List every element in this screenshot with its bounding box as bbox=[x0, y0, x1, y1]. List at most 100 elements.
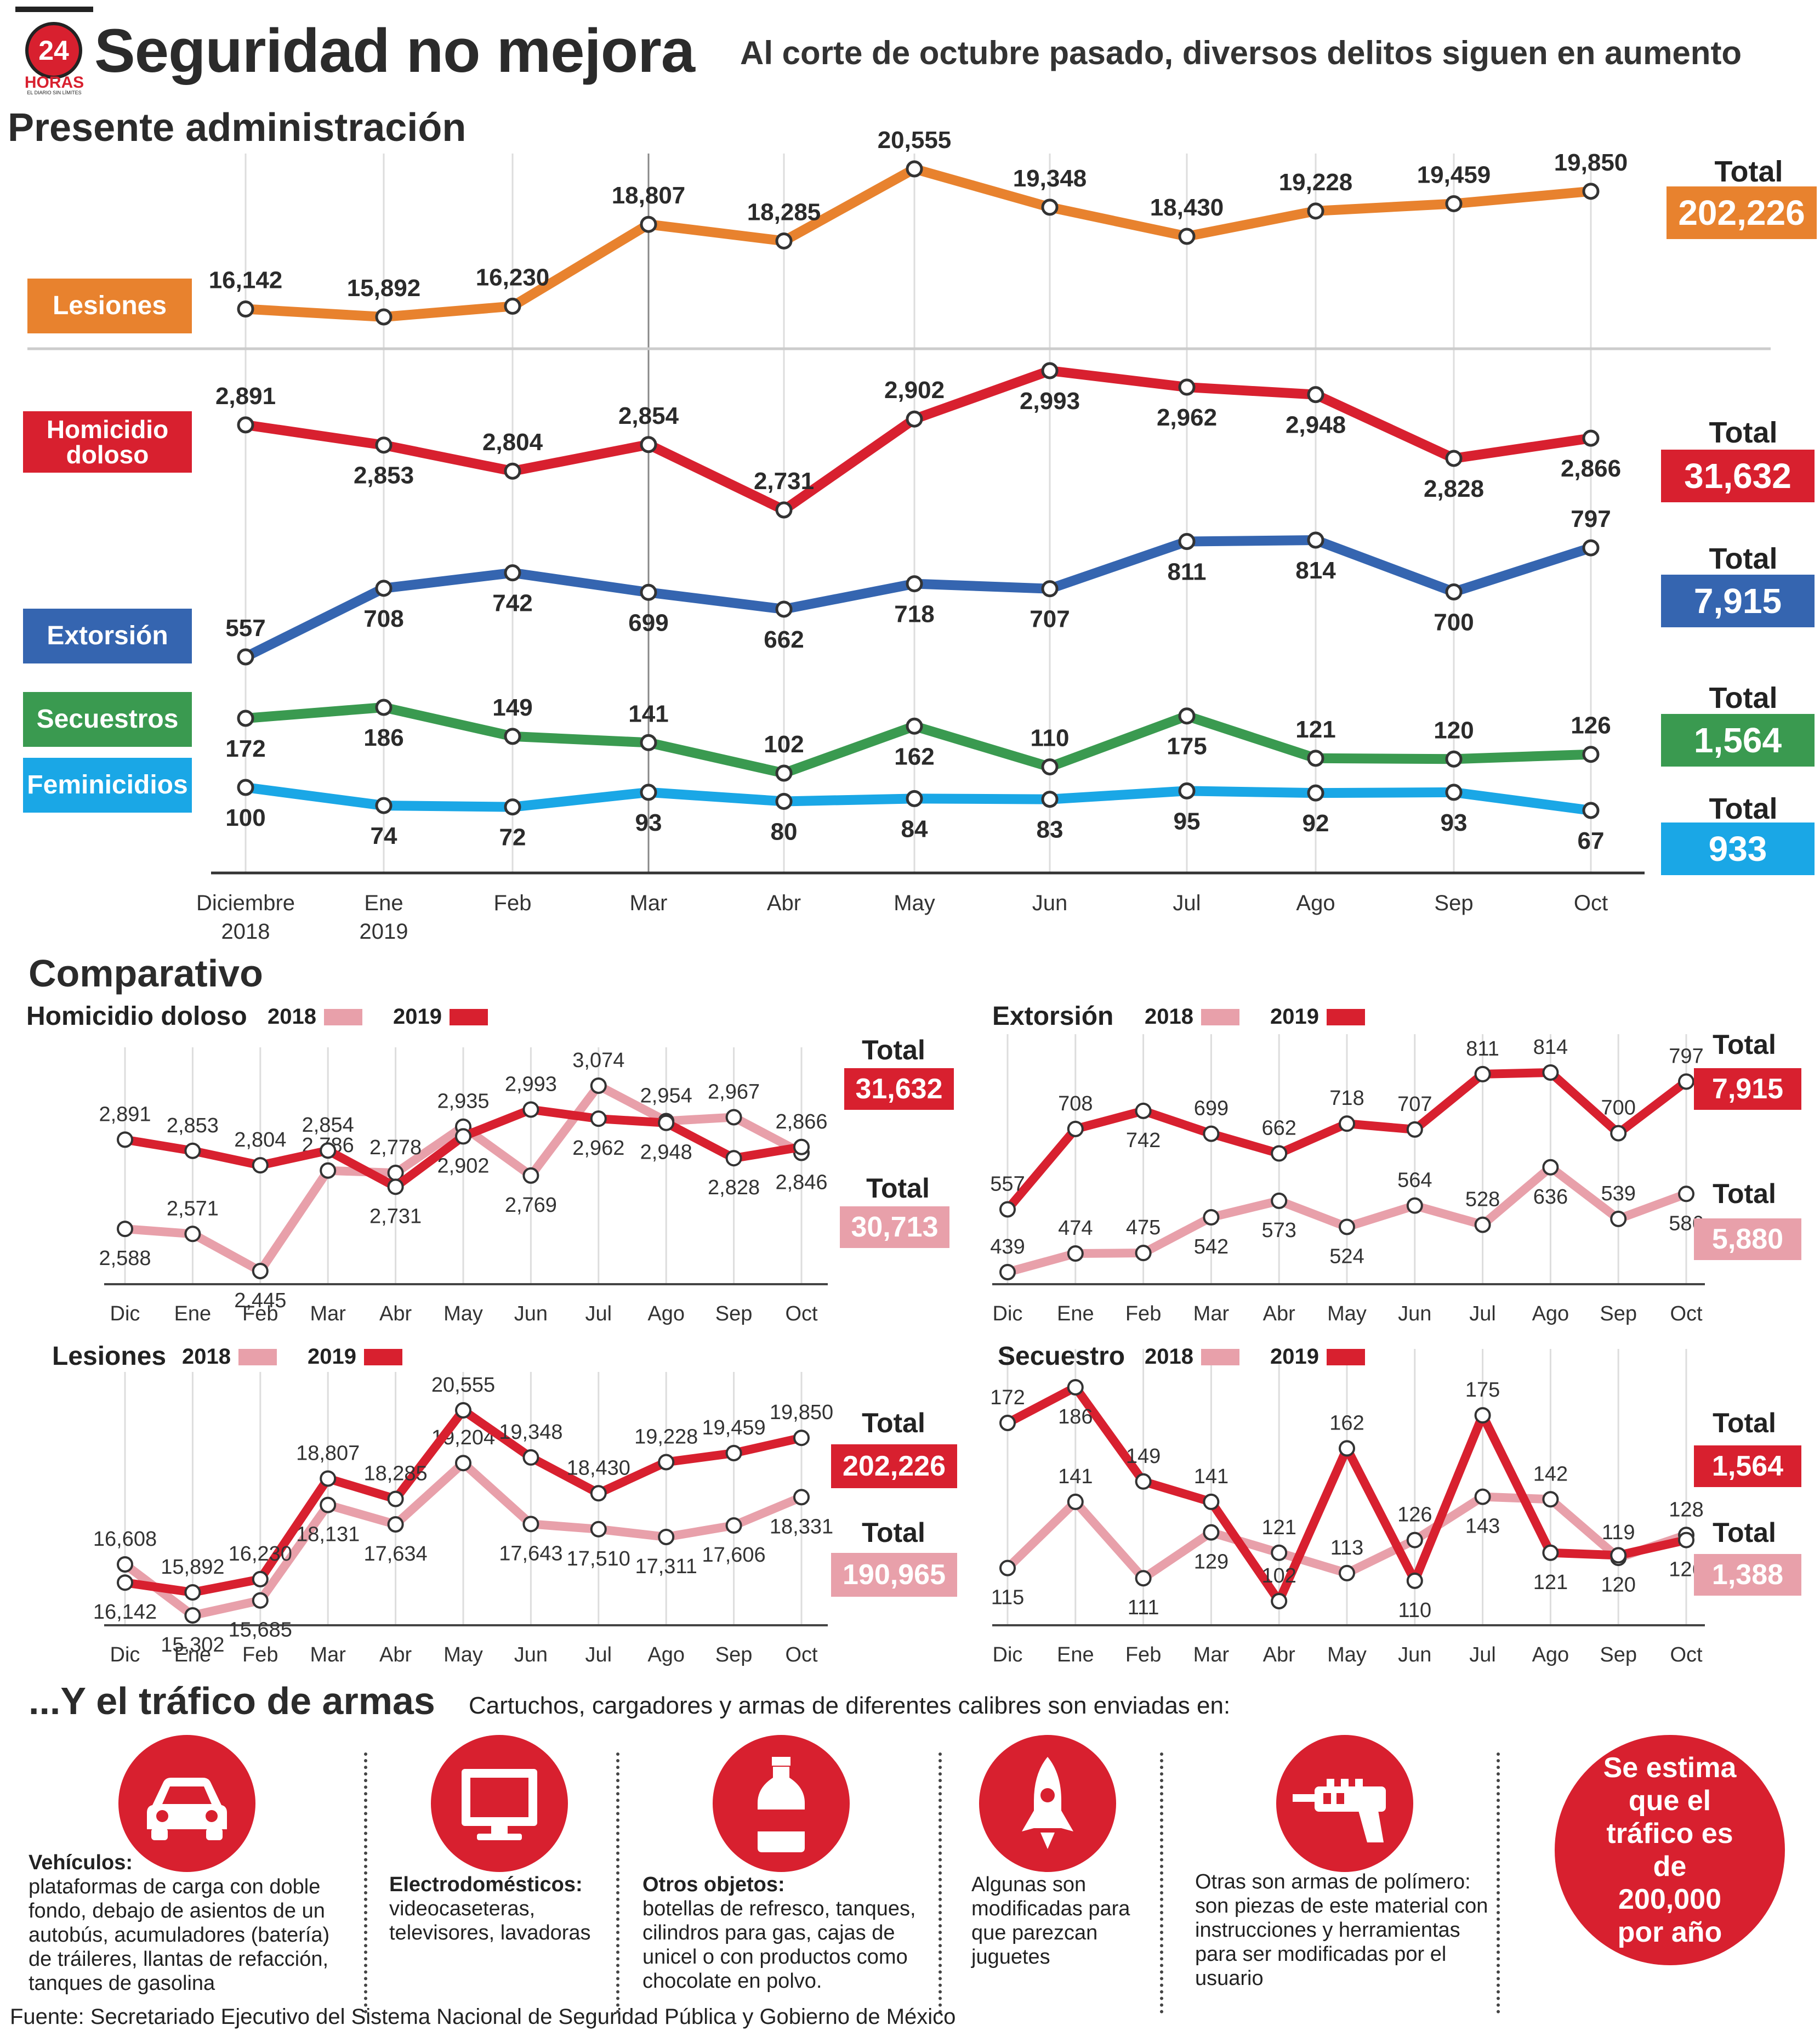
cmp-tick-lesiones: Feb bbox=[242, 1643, 278, 1666]
cmp-label-lesiones-2018: 17,634 bbox=[363, 1542, 427, 1565]
cmp-point-homicidio-2019 bbox=[387, 1178, 404, 1195]
cmp-label-secuestro-2019: 149 bbox=[1126, 1445, 1161, 1468]
logo-top-bar bbox=[15, 7, 93, 12]
total-caption-feminicidios: Total bbox=[1709, 792, 1778, 825]
legend-2019-label: 2019 bbox=[1270, 1345, 1319, 1369]
data-label-lesiones: 19,850 bbox=[1554, 149, 1628, 176]
data-point-secuestros bbox=[1178, 707, 1196, 725]
cmp-point-extorsion-2018 bbox=[1678, 1186, 1694, 1202]
cmp-total-caption-homicidio-2018: Total bbox=[866, 1173, 930, 1204]
cmp-label-homicidio-2019: 2,902 bbox=[437, 1154, 489, 1177]
x-tick-label: Jul bbox=[1173, 891, 1201, 915]
cmp-point-homicidio-2018 bbox=[252, 1263, 269, 1279]
cmp-label-extorsion-2019: 700 bbox=[1601, 1097, 1635, 1120]
cmp-tick-lesiones: Sep bbox=[715, 1643, 753, 1666]
cmp-label-homicidio-2019: 2,866 bbox=[775, 1110, 827, 1133]
cmp-point-homicidio-2019 bbox=[725, 1150, 742, 1167]
data-point-lesiones bbox=[640, 215, 657, 233]
cmp-label-lesiones-2019: 19,228 bbox=[634, 1425, 698, 1448]
cmp-tick-homicidio: Abr bbox=[379, 1302, 412, 1325]
data-point-extorsion bbox=[504, 564, 521, 582]
cmp-point-homicidio-2019 bbox=[252, 1157, 269, 1174]
cmp-label-homicidio-2018: 2,445 bbox=[234, 1289, 286, 1312]
data-point-homicidio bbox=[775, 501, 793, 519]
x-tick-label: Sep bbox=[1434, 891, 1473, 915]
cmp-point-lesiones-2018 bbox=[387, 1516, 404, 1533]
data-point-lesiones bbox=[1582, 183, 1600, 200]
data-label-homicidio: 2,948 bbox=[1286, 412, 1346, 439]
cmp-label-secuestro-2018: 143 bbox=[1465, 1515, 1500, 1538]
data-label-feminicidios: 80 bbox=[771, 818, 798, 845]
data-point-lesiones bbox=[1445, 195, 1463, 212]
cmp-point-secuestro-2019 bbox=[1474, 1407, 1491, 1424]
cmp-point-lesiones-2019 bbox=[320, 1470, 337, 1487]
x-tick-label: Feb bbox=[494, 891, 532, 915]
data-label-feminicidios: 93 bbox=[1441, 809, 1468, 836]
data-label-homicidio: 2,731 bbox=[754, 468, 814, 495]
estimate-text: Se estima que el tráfico es de 200,000 p… bbox=[1603, 1752, 1737, 1948]
cmp-label-homicidio-2018: 2,935 bbox=[437, 1090, 489, 1113]
data-label-extorsion: 742 bbox=[492, 590, 532, 617]
data-point-extorsion bbox=[1041, 580, 1059, 598]
cmp-point-homicidio-2019 bbox=[117, 1131, 133, 1148]
cmp-total-caption-secuestro-2018: Total bbox=[1713, 1517, 1776, 1548]
armas-item-vehiculos: Vehículos: plataformas de carga con dobl… bbox=[29, 1851, 352, 1995]
cmp-label-secuestro-2019: 121 bbox=[1533, 1571, 1568, 1594]
x-tick-label: Ene bbox=[364, 891, 403, 915]
cmp-point-secuestro-2019 bbox=[1542, 1544, 1559, 1561]
cmp-label-extorsion-2019: 718 bbox=[1329, 1087, 1364, 1110]
cmp-label-homicidio-2018: 2,954 bbox=[640, 1084, 692, 1107]
cmp-point-extorsion-2018 bbox=[1135, 1245, 1152, 1262]
cmp-label-secuestro-2019: 102 bbox=[1261, 1564, 1296, 1587]
rocket-icon bbox=[979, 1735, 1116, 1872]
cmp-tick-secuestro: Feb bbox=[1125, 1643, 1161, 1666]
armas-item-heading: Electrodomésticos: bbox=[389, 1873, 583, 1896]
cmp-tick-homicidio: Dic bbox=[110, 1302, 140, 1325]
source-note: Fuente: Secretariado Ejecutivo del Siste… bbox=[10, 2005, 956, 2029]
cmp-tick-extorsion: Oct bbox=[1670, 1302, 1703, 1325]
cmp-label-homicidio-2019: 2,854 bbox=[302, 1114, 354, 1137]
cmp-point-lesiones-2018 bbox=[658, 1528, 675, 1545]
total-caption-homicidio: Total bbox=[1709, 416, 1778, 449]
legend-2019-swatch bbox=[449, 1008, 488, 1025]
cmp-label-homicidio-2018: 2,769 bbox=[505, 1194, 557, 1217]
cmp-label-extorsion-2018: 636 bbox=[1533, 1186, 1568, 1209]
legend-2018-swatch bbox=[238, 1348, 277, 1365]
series-label-homicidio-line2: doloso bbox=[66, 440, 149, 469]
cmp-point-secuestro-2018 bbox=[1542, 1491, 1559, 1508]
cmp-tick-lesiones: Abr bbox=[379, 1643, 412, 1666]
data-point-extorsion bbox=[1582, 539, 1600, 557]
cmp-label-homicidio-2018: 2,846 bbox=[775, 1171, 827, 1194]
cmp-point-extorsion-2018 bbox=[1067, 1245, 1084, 1262]
cmp-tick-secuestro: May bbox=[1327, 1643, 1367, 1666]
data-point-extorsion bbox=[775, 600, 793, 618]
total-lesiones: 202,226 bbox=[1667, 186, 1817, 239]
logo-tagline: EL DIARIO SIN LÍMITES bbox=[27, 90, 82, 95]
cmp-tick-lesiones: Dic bbox=[110, 1643, 140, 1666]
data-label-secuestros: 172 bbox=[225, 735, 265, 762]
cmp-label-secuestro-2019: 110 bbox=[1398, 1599, 1432, 1622]
data-label-feminicidios: 72 bbox=[499, 824, 526, 851]
cmp-label-lesiones-2018: 18,331 bbox=[770, 1515, 833, 1538]
toy-gun-icon-graphic bbox=[1293, 1779, 1386, 1842]
cmp-label-secuestro-2018: 129 bbox=[1194, 1551, 1228, 1574]
cmp-point-lesiones-2018 bbox=[522, 1516, 539, 1533]
data-label-feminicidios: 84 bbox=[901, 815, 928, 842]
cmp-point-homicidio-2018 bbox=[117, 1221, 133, 1238]
cmp-tick-extorsion: Mar bbox=[1193, 1302, 1230, 1325]
cmp-label-lesiones-2019: 16,142 bbox=[93, 1601, 157, 1624]
cmp-tick-lesiones: Ago bbox=[647, 1643, 685, 1666]
cmp-tick-lesiones: Oct bbox=[785, 1643, 818, 1666]
cmp-point-extorsion-2018 bbox=[1542, 1159, 1559, 1176]
data-point-extorsion bbox=[375, 580, 393, 597]
legend-extorsion: 2018 2019 bbox=[1145, 1005, 1365, 1029]
cmp-label-homicidio-2018: 2,571 bbox=[167, 1197, 219, 1220]
cmp-label-lesiones-2018: 17,311 bbox=[635, 1555, 697, 1578]
cmp-point-secuestro-2018 bbox=[999, 1559, 1016, 1576]
cmp-point-extorsion-2019 bbox=[1271, 1145, 1288, 1162]
data-label-feminicidios: 74 bbox=[371, 823, 397, 849]
cmp-tick-secuestro: Jun bbox=[1398, 1643, 1431, 1666]
armas-item-juguetes: Algunas son modificadas para que parezca… bbox=[971, 1873, 1147, 1969]
data-point-feminicidios bbox=[640, 784, 657, 801]
cmp-tick-lesiones: Mar bbox=[310, 1643, 346, 1666]
